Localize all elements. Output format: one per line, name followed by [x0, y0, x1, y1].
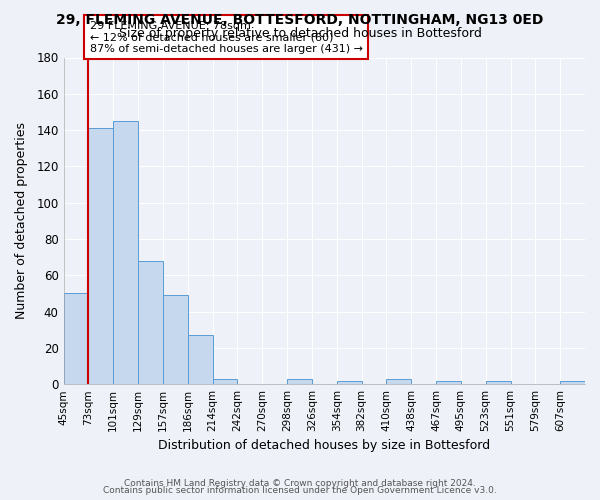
Text: 29 FLEMING AVENUE: 78sqm
← 12% of detached houses are smaller (60)
87% of semi-d: 29 FLEMING AVENUE: 78sqm ← 12% of detach…	[89, 20, 362, 54]
Bar	[88, 128, 113, 384]
Text: 29, FLEMING AVENUE, BOTTESFORD, NOTTINGHAM, NG13 0ED: 29, FLEMING AVENUE, BOTTESFORD, NOTTINGH…	[56, 12, 544, 26]
Bar	[138, 261, 163, 384]
Text: Size of property relative to detached houses in Bottesford: Size of property relative to detached ho…	[119, 28, 481, 40]
Bar	[64, 294, 88, 384]
Bar	[113, 121, 138, 384]
Bar	[163, 296, 188, 384]
Bar	[485, 380, 511, 384]
Text: Contains HM Land Registry data © Crown copyright and database right 2024.: Contains HM Land Registry data © Crown c…	[124, 478, 476, 488]
Y-axis label: Number of detached properties: Number of detached properties	[15, 122, 28, 320]
Bar	[436, 380, 461, 384]
Bar	[188, 335, 212, 384]
Bar	[337, 380, 362, 384]
Bar	[386, 378, 411, 384]
X-axis label: Distribution of detached houses by size in Bottesford: Distribution of detached houses by size …	[158, 440, 490, 452]
Text: Contains public sector information licensed under the Open Government Licence v3: Contains public sector information licen…	[103, 486, 497, 495]
Bar	[560, 380, 585, 384]
Bar	[287, 378, 312, 384]
Bar	[212, 378, 238, 384]
